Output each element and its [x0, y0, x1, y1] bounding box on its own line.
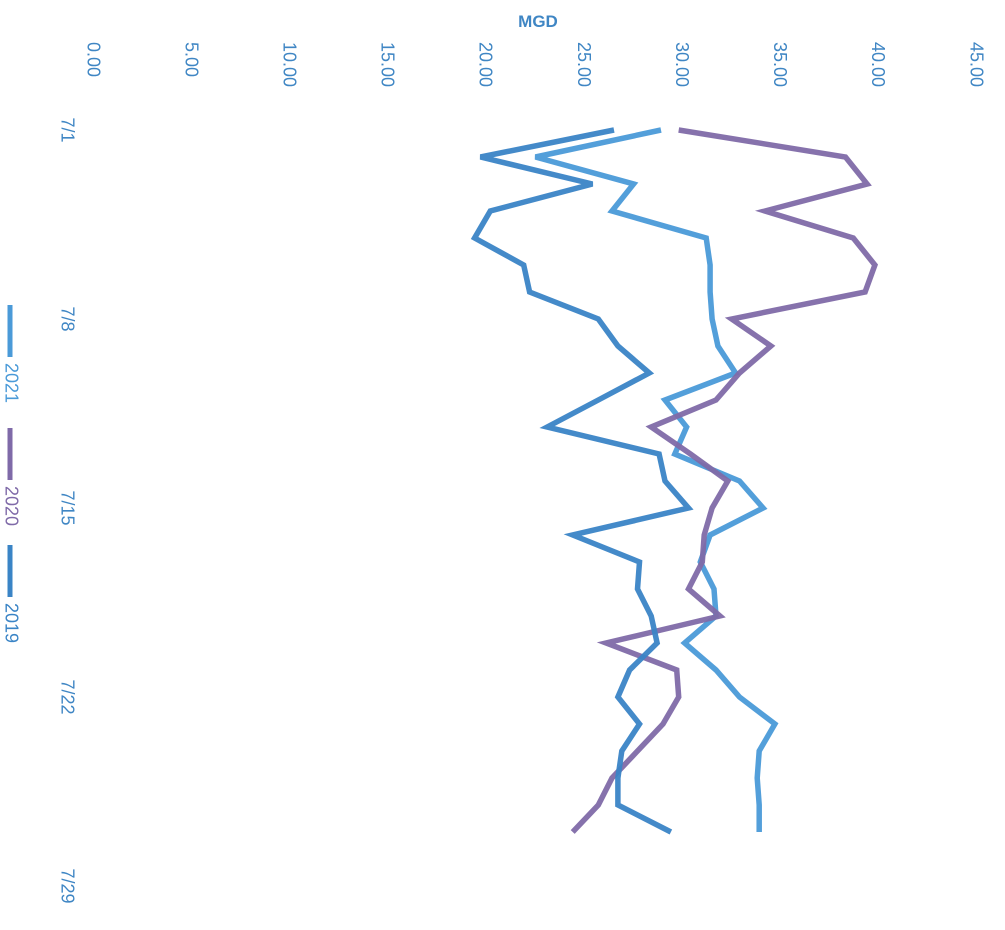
- legend: 2021 2020 2019: [1, 305, 21, 643]
- x-tick-label: 7/22: [57, 679, 77, 714]
- y-tick-label: 35.00: [770, 42, 790, 87]
- x-axis-ticks: 7/1 7/8 7/15 7/22 7/29: [57, 117, 77, 903]
- y-tick-label: 20.00: [476, 42, 496, 87]
- y-tick-label: 15.00: [378, 42, 398, 87]
- y-tick-label: 45.00: [966, 42, 986, 87]
- y-axis-title: MGD: [518, 12, 558, 31]
- legend-label-2019: 2019: [1, 603, 21, 643]
- y-axis-ticks: 0.00 5.00 10.00 15.00 20.00 25.00 30.00 35.00 40…: [83, 42, 986, 87]
- series-line-2020: [570, 127, 879, 834]
- plot-area: MGD 0.00 5.00 10.00 15.00 20.00 25.00 30.00 35.…: [1, 12, 986, 904]
- y-tick-label: 0.00: [83, 42, 103, 77]
- series-lines: [470, 127, 879, 835]
- y-tick-label: 25.00: [574, 42, 594, 87]
- x-tick-label: 7/1: [57, 117, 77, 142]
- y-tick-label: 10.00: [279, 42, 299, 87]
- legend-label-2021: 2021: [1, 363, 21, 403]
- y-tick-label: 5.00: [181, 42, 201, 77]
- legend-label-2020: 2020: [1, 486, 21, 526]
- x-tick-label: 7/15: [57, 490, 77, 525]
- y-tick-label: 40.00: [868, 42, 888, 87]
- series-line-2021: [534, 127, 779, 832]
- x-tick-label: 7/29: [57, 868, 77, 903]
- x-tick-label: 7/8: [57, 306, 77, 331]
- series-line-2019: [470, 127, 694, 835]
- y-tick-label: 30.00: [672, 42, 692, 87]
